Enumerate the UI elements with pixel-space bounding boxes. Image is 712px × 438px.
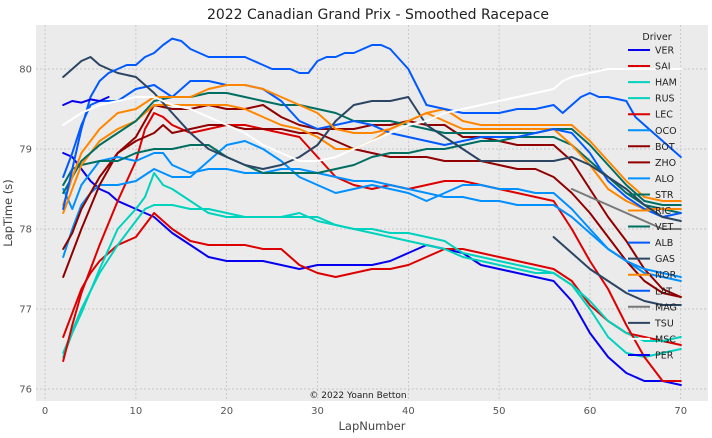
x-tick-label: 60 (584, 406, 597, 417)
series-line-mag (570, 188, 682, 230)
legend-label-rus: RUS (655, 94, 675, 105)
series-line-msc (62, 68, 682, 162)
axis-ticks: 0 10 20 30 40 50 60 70 76 77 78 79 80 (19, 65, 687, 418)
y-tick-label: 77 (19, 305, 32, 316)
legend-label-ham: HAM (655, 78, 677, 89)
series-lines (62, 37, 682, 386)
legend-label-lat: LAT (655, 286, 672, 297)
legend-label-ric: RIC (655, 206, 671, 217)
y-tick-label: 80 (19, 65, 32, 76)
series-line-alb (62, 80, 682, 218)
chart-title: 2022 Canadian Grand Prix - Smoothed Race… (207, 7, 549, 23)
legend-title: Driver (642, 32, 671, 43)
series-line-bot (62, 104, 682, 298)
series-line-ver (62, 152, 682, 386)
series-line-sai (62, 212, 682, 346)
legend-label-oco: OCO (655, 126, 677, 137)
x-tick-label: 20 (220, 406, 233, 417)
legend-label-sai: SAI (655, 62, 671, 73)
x-tick-label: 50 (493, 406, 506, 417)
x-tick-label: 0 (42, 406, 48, 417)
legend-label-zho: ZHO (655, 158, 676, 169)
series-line-lec (62, 112, 682, 382)
y-axis-title: LapTime (s) (1, 179, 15, 247)
x-axis-title: LapNumber (339, 419, 406, 433)
legend: Driver VER SAI HAM RUS LEC OCO BOT ZHO ALO STR RIC… (628, 32, 677, 361)
legend-label-str: STR (655, 190, 674, 201)
grid-lines (36, 25, 708, 401)
legend-label-alb: ALB (655, 238, 673, 249)
series-line-gas (62, 56, 682, 222)
legend-label-nor: NOR (655, 270, 677, 281)
y-tick-label: 78 (19, 225, 32, 236)
plot-area (36, 25, 708, 401)
x-tick-label: 40 (402, 406, 415, 417)
series-line-oco (62, 140, 682, 282)
y-tick-label: 76 (19, 385, 32, 396)
legend-label-bot: BOT (655, 142, 675, 153)
x-tick-label: 70 (674, 406, 687, 417)
series-line-nor (62, 84, 682, 206)
y-tick-label: 79 (19, 145, 32, 156)
legend-label-tsu: TSU (654, 318, 674, 329)
series-line-tsu (552, 236, 682, 306)
series-line-per (62, 96, 110, 106)
copyright-annotation: © 2022 Yoann Betton (309, 391, 406, 401)
legend-label-lec: LEC (655, 110, 673, 121)
legend-label-msc: MSC (655, 334, 676, 345)
x-tick-label: 10 (130, 406, 143, 417)
legend-label-per: PER (655, 350, 674, 361)
legend-label-ver: VER (655, 46, 675, 57)
series-line-lat (62, 37, 682, 210)
series-line-rus (62, 204, 682, 358)
legend-label-gas: GAS (655, 254, 675, 265)
series-line-alo (62, 152, 682, 278)
legend-label-mag: MAG (655, 302, 677, 313)
series-line-zho (62, 124, 682, 298)
series-line-vet (62, 92, 682, 206)
legend-label-alo: ALO (655, 174, 674, 185)
x-tick-label: 30 (311, 406, 324, 417)
legend-label-vet: VET (655, 222, 674, 233)
